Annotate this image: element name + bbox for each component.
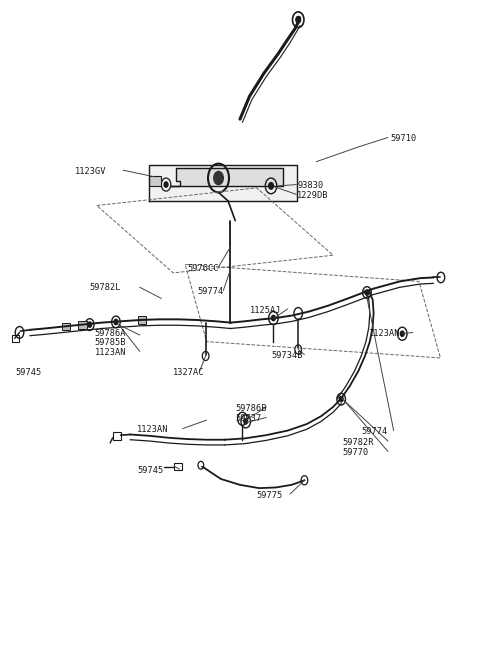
Bar — [12, 335, 19, 342]
Text: 59734B: 59734B — [271, 351, 302, 361]
Text: 59785B: 59785B — [95, 338, 126, 348]
Text: 59774: 59774 — [362, 427, 388, 436]
Circle shape — [269, 183, 274, 189]
Circle shape — [88, 322, 92, 327]
Circle shape — [296, 16, 300, 23]
Text: 1123AN: 1123AN — [95, 348, 126, 357]
Circle shape — [272, 315, 276, 321]
Text: 5976CC: 5976CC — [188, 264, 219, 273]
Polygon shape — [149, 165, 297, 201]
Text: 59745: 59745 — [16, 369, 42, 378]
Text: 1123AN: 1123AN — [369, 329, 400, 338]
Circle shape — [400, 331, 404, 336]
Text: 59774: 59774 — [197, 286, 223, 296]
Text: 1229DB: 1229DB — [297, 191, 329, 200]
Text: 59782L: 59782L — [90, 283, 121, 292]
Bar — [61, 323, 70, 330]
Text: 1123AN: 1123AN — [137, 425, 169, 434]
Circle shape — [214, 171, 223, 185]
Text: 59786A: 59786A — [95, 329, 126, 338]
Bar — [174, 463, 182, 470]
Bar — [113, 432, 121, 440]
Text: 59737: 59737 — [235, 415, 262, 423]
Bar — [138, 316, 146, 324]
Circle shape — [365, 290, 369, 295]
Polygon shape — [171, 168, 283, 186]
Text: 59782R: 59782R — [343, 438, 374, 447]
Text: 1123GV: 1123GV — [75, 167, 107, 176]
Bar — [78, 321, 87, 328]
Circle shape — [114, 319, 118, 325]
Text: 59786B: 59786B — [235, 404, 267, 413]
Text: 59775: 59775 — [257, 491, 283, 500]
Bar — [149, 176, 161, 186]
Text: 93830: 93830 — [297, 181, 324, 191]
Text: 59770: 59770 — [343, 448, 369, 457]
Circle shape — [244, 419, 248, 424]
Text: 1125AJ: 1125AJ — [250, 306, 281, 315]
Text: 59745: 59745 — [137, 466, 164, 475]
Circle shape — [164, 182, 168, 187]
Circle shape — [339, 397, 343, 402]
Text: 59710: 59710 — [390, 134, 417, 143]
Text: 1327AC: 1327AC — [173, 369, 204, 378]
